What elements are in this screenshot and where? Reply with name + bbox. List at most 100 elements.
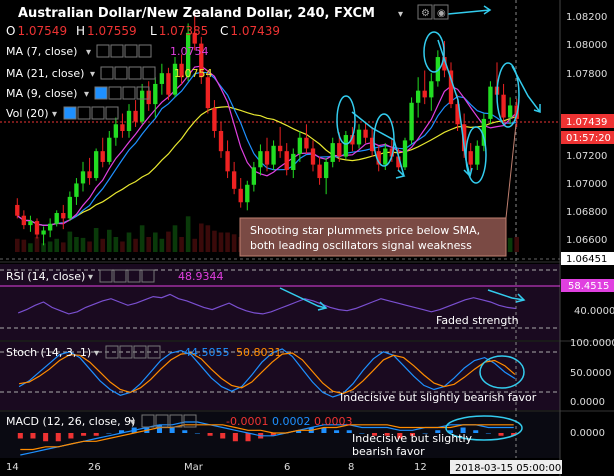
ma21-value: 1.0754 — [174, 67, 213, 80]
candle — [271, 140, 276, 170]
chevron-down-icon[interactable]: ▾ — [88, 272, 93, 283]
close-icon[interactable] — [133, 345, 147, 359]
candle-body — [409, 102, 414, 141]
annotation-text-line1: Shooting star plummets price below SMA, — [250, 224, 480, 237]
macd-hist-bar — [511, 433, 517, 436]
candle-body — [258, 151, 263, 168]
ma21-line — [16, 106, 517, 227]
stoch-label[interactable]: Stoch (14, 3, 1) — [6, 346, 91, 359]
gear-icon[interactable] — [155, 414, 169, 428]
eye-icon[interactable] — [105, 345, 119, 359]
chevron-down-icon[interactable]: ▾ — [130, 417, 135, 428]
macd-label[interactable]: MACD (12, 26, close, 9) — [6, 415, 135, 428]
volume-bar — [139, 225, 145, 252]
candle — [93, 148, 99, 181]
candle-body — [363, 129, 368, 138]
candle-body — [74, 183, 79, 197]
time-tick: 14 — [6, 462, 19, 473]
gear-icon[interactable] — [110, 44, 124, 58]
candle — [80, 161, 86, 192]
close-icon[interactable] — [127, 269, 141, 283]
annotation-arrowhead — [533, 104, 541, 114]
candle — [304, 124, 309, 154]
gear-icon[interactable] — [114, 66, 128, 80]
gear-icon[interactable]: ⚙ — [421, 8, 430, 19]
gear-icon[interactable] — [119, 345, 133, 359]
candle — [323, 157, 329, 195]
macd-signal-series — [20, 424, 514, 451]
time-tick: Mar — [184, 462, 204, 473]
close-icon[interactable] — [169, 414, 183, 428]
chevron-down-icon[interactable]: ▾ — [52, 109, 57, 120]
candle — [369, 126, 375, 157]
settings-gear-icon[interactable] — [417, 4, 433, 20]
time-axis[interactable]: 14 26 Mar 6 8 12 2018-03-15 05:00:00 — [6, 460, 562, 474]
visibility-icon[interactable] — [433, 4, 449, 20]
annotation-shapes — [279, 5, 541, 441]
candle-body — [304, 137, 309, 149]
ohlc-high: H 1.07559 — [76, 24, 137, 38]
volume-bar — [218, 232, 224, 252]
more-icon[interactable] — [142, 66, 156, 80]
volume-bar — [166, 231, 171, 252]
close-icon[interactable] — [122, 86, 136, 100]
eye-icon[interactable] — [94, 86, 108, 100]
chevron-down-icon[interactable]: ▾ — [86, 47, 91, 58]
gear-icon[interactable] — [113, 269, 127, 283]
symbol-title[interactable]: Australian Dollar/New Zealand Dollar, 24… — [18, 6, 375, 21]
candle — [139, 83, 145, 125]
more-icon[interactable] — [105, 106, 119, 120]
eye-icon[interactable] — [63, 106, 77, 120]
candle — [218, 121, 224, 158]
volume-bar — [120, 241, 125, 252]
rsi-annotation-arrowhead — [317, 301, 328, 311]
candle — [422, 70, 427, 105]
price-tick: 1.07000 — [566, 179, 607, 190]
last-price-badge — [561, 114, 614, 128]
macd-hist-bar — [220, 433, 226, 439]
candle-body — [21, 215, 27, 226]
eye-icon[interactable] — [96, 44, 110, 58]
stoch-k-series — [18, 348, 516, 398]
ma21-label[interactable]: MA (21, close) — [6, 67, 84, 80]
eye-icon[interactable] — [141, 414, 155, 428]
candle — [297, 131, 303, 162]
ma7-label[interactable]: MA (7, close) — [6, 45, 77, 58]
more-icon[interactable] — [138, 44, 152, 58]
macd-tick: 0.0000 — [570, 428, 605, 439]
more-icon[interactable] — [147, 345, 161, 359]
time-tick: 12 — [414, 462, 427, 473]
price-axis[interactable]: 1.08200 1.08000 1.07800 1.07439 01:57:20… — [561, 12, 614, 439]
volume-bar — [113, 237, 119, 252]
more-icon[interactable] — [136, 86, 150, 100]
volume-bar — [54, 238, 60, 252]
candle — [284, 143, 289, 176]
vol-label[interactable]: Vol (20) — [6, 107, 49, 120]
close-icon[interactable] — [91, 106, 105, 120]
candle — [468, 143, 473, 172]
gear-icon[interactable] — [108, 86, 122, 100]
rsi-label[interactable]: RSI (14, close) — [6, 270, 85, 283]
close-icon[interactable] — [124, 44, 138, 58]
stoch-annotation: Indecisive but slightly bearish favor — [340, 391, 537, 404]
eye-icon[interactable]: ◉ — [437, 8, 446, 19]
volume-bar — [93, 228, 99, 252]
chevron-down-icon[interactable]: ▾ — [84, 89, 89, 100]
chevron-down-icon[interactable]: ▾ — [398, 9, 403, 20]
eye-icon[interactable] — [99, 269, 113, 283]
volume-bar — [507, 237, 513, 252]
chevron-down-icon[interactable]: ▾ — [94, 348, 99, 359]
gear-icon[interactable] — [77, 106, 91, 120]
macd-hist-bar — [68, 433, 74, 439]
macd-hist-bar — [93, 433, 99, 436]
more-icon[interactable] — [183, 414, 197, 428]
ma9-label[interactable]: MA (9, close) — [6, 87, 77, 100]
close-icon[interactable] — [128, 66, 142, 80]
eye-icon[interactable] — [100, 66, 114, 80]
candle-body — [172, 63, 178, 95]
candle-body — [356, 129, 362, 145]
volume-bar — [514, 237, 520, 252]
volume-bar — [106, 229, 112, 252]
more-icon[interactable] — [141, 269, 155, 283]
chevron-down-icon[interactable]: ▾ — [90, 69, 95, 80]
